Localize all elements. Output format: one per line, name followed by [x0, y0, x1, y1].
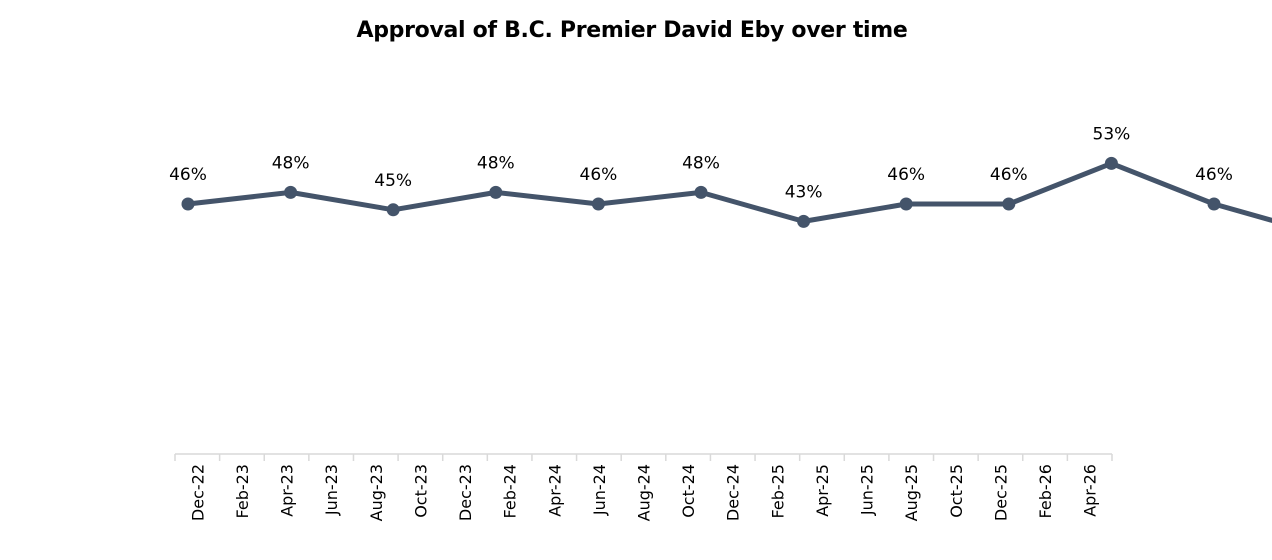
data-label: 43%: [785, 182, 823, 202]
x-tick-label: Jun-23: [322, 464, 341, 516]
data-point-marker: [1002, 197, 1016, 211]
x-tick-label: Apr-23: [278, 464, 297, 517]
x-tick-label: Oct-25: [947, 464, 966, 518]
x-tick-label: Feb-23: [233, 464, 252, 518]
chart-title: Approval of B.C. Premier David Eby over …: [356, 18, 908, 43]
x-tick-label: Dec-24: [724, 464, 743, 521]
data-point-marker: [181, 197, 195, 211]
x-tick-label: Apr-25: [813, 464, 832, 517]
x-tick-label: Jun-24: [590, 464, 609, 516]
data-point-marker: [386, 203, 400, 217]
data-label: 46%: [887, 165, 925, 185]
data-point-marker: [591, 197, 605, 211]
data-point-marker: [284, 185, 298, 199]
data-label: 48%: [272, 153, 310, 173]
data-label: 46%: [169, 165, 207, 185]
x-axis: Dec-22 Feb-23 Apr-23 Jun-23 Aug-23 Oct-23 Dec-…: [174, 453, 1113, 521]
data-point-marker: [797, 214, 811, 228]
data-label: 45%: [374, 171, 412, 191]
x-tick-label: Feb-24: [501, 464, 520, 518]
data-point-marker: [694, 185, 708, 199]
data-point-marker: [489, 185, 503, 199]
data-point-marker: [1104, 156, 1118, 170]
data-label: 46%: [580, 165, 618, 185]
x-tick-label: Oct-24: [679, 464, 698, 518]
data-label: 48%: [682, 153, 720, 173]
data-label: 48%: [477, 153, 515, 173]
x-tick-label: Aug-24: [635, 464, 654, 521]
series-line-layer: [185, 160, 1272, 224]
data-labels-layer: 46%48%45%48%46%48%43%46%46%53%46%41%40%3…: [169, 124, 1233, 202]
x-tick-label: Feb-26: [1036, 464, 1055, 518]
x-tick-label: Dec-25: [991, 464, 1010, 521]
data-label: 53%: [1093, 124, 1131, 144]
x-tick-label: Feb-25: [768, 464, 787, 518]
x-tick-label: Apr-24: [545, 464, 564, 517]
x-tick-label: Oct-23: [411, 464, 430, 518]
data-label: 46%: [1195, 165, 1233, 185]
approval-series-line: [185, 160, 1272, 224]
x-tick-label: Apr-26: [1081, 464, 1100, 517]
data-point-marker: [899, 197, 913, 211]
x-tick-label: Dec-23: [456, 464, 475, 521]
data-points-layer: [181, 156, 1221, 228]
x-tick-label: Jun-25: [858, 464, 877, 516]
x-tick-label: Dec-22: [188, 464, 207, 521]
x-tick-label: Aug-23: [367, 464, 386, 521]
data-point-marker: [1207, 197, 1221, 211]
x-tick-label: Aug-25: [902, 464, 921, 521]
data-label: 46%: [990, 165, 1028, 185]
